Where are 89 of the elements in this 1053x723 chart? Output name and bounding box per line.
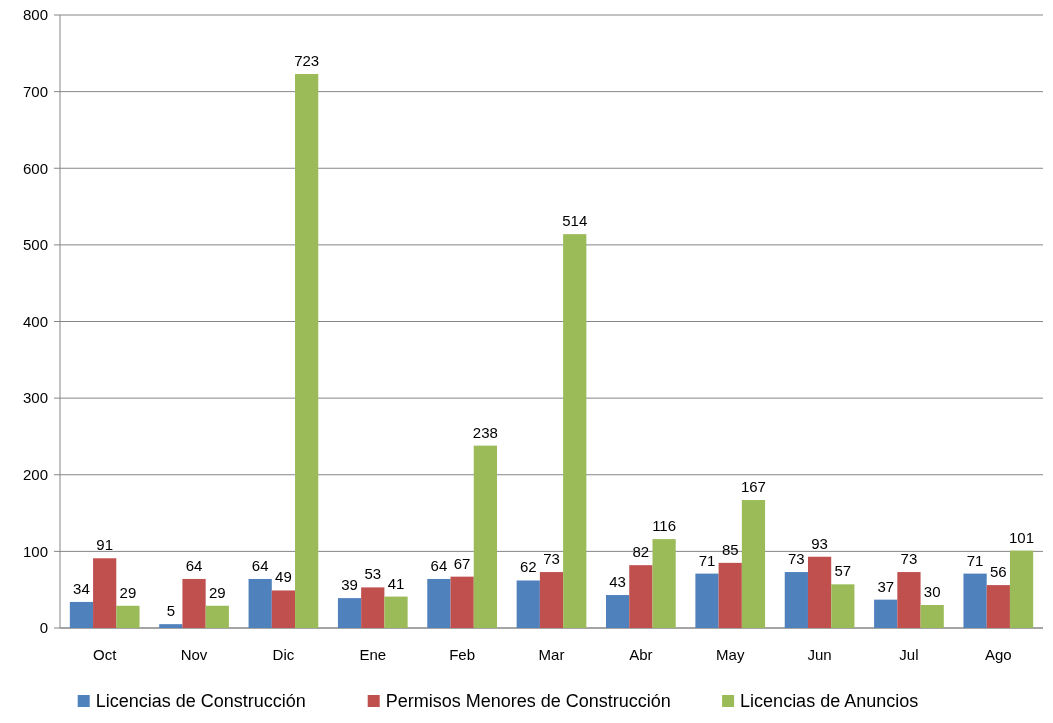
bar	[271, 590, 296, 628]
legend-label: Licencias de Anuncios	[740, 691, 919, 712]
bar	[93, 558, 117, 628]
data-label: 41	[387, 574, 405, 592]
data-label: 64	[251, 556, 269, 574]
y-tick-label: 400	[22, 312, 48, 330]
bar	[295, 74, 319, 628]
data-label: 5	[166, 602, 175, 620]
x-tick-label: Jun	[807, 646, 832, 663]
bar	[831, 584, 855, 628]
bar	[69, 601, 94, 628]
legend-label: Permisos Menores de Construcción	[385, 691, 671, 712]
data-label: 64	[185, 556, 203, 574]
bar	[807, 556, 832, 628]
y-tick-label: 0	[39, 619, 48, 637]
bar	[718, 562, 742, 628]
data-label: 64	[430, 556, 448, 574]
bar	[473, 445, 497, 628]
data-label: 62	[519, 558, 537, 576]
data-label: 56	[989, 563, 1007, 581]
x-tick-label: Nov	[180, 646, 208, 663]
x-tick-label: Mar	[538, 646, 565, 663]
data-label: 29	[208, 583, 226, 601]
bar	[337, 598, 362, 628]
data-label: 101	[1009, 528, 1035, 546]
data-label: 82	[632, 543, 650, 561]
bar	[1009, 550, 1034, 628]
x-tick-label: Jul	[899, 646, 919, 663]
data-label: 238	[472, 423, 498, 441]
data-label: 73	[543, 550, 560, 568]
data-label: 29	[119, 583, 137, 601]
data-label: 39	[341, 576, 358, 594]
data-label: 57	[834, 562, 852, 580]
x-tick-label: Feb	[449, 646, 476, 663]
bar	[897, 572, 921, 628]
data-label: 49	[275, 568, 292, 586]
data-label: 71	[698, 551, 716, 569]
bar	[629, 565, 653, 628]
bar	[361, 587, 385, 628]
data-label: 91	[96, 536, 114, 554]
y-tick-label: 600	[22, 159, 48, 177]
x-tick-label: Dic	[272, 646, 295, 663]
data-label: 34	[73, 579, 90, 597]
data-label: 73	[788, 550, 805, 568]
bar	[874, 599, 898, 628]
bar	[920, 605, 944, 628]
y-tick-label: 100	[22, 542, 48, 560]
bar	[516, 580, 540, 628]
bar	[963, 573, 987, 628]
data-label: 85	[721, 540, 739, 558]
data-label: 723	[294, 52, 320, 69]
data-label: 71	[966, 551, 984, 569]
bar	[116, 605, 140, 628]
data-label: 67	[453, 554, 471, 572]
bar	[159, 624, 183, 628]
data-label: 30	[923, 583, 941, 601]
y-tick-label: 800	[22, 6, 48, 24]
legend-label: Licencias de Construcción	[95, 691, 306, 712]
data-label: 116	[652, 517, 677, 535]
data-label: 73	[900, 550, 918, 568]
bar	[563, 234, 587, 628]
bar	[784, 572, 808, 628]
bar	[248, 578, 272, 628]
x-tick-label: Ago	[984, 646, 1012, 663]
x-tick-label: Oct	[93, 646, 118, 663]
x-tick-label: Ene	[359, 646, 387, 663]
x-tick-label: Abr	[629, 646, 653, 663]
bar	[986, 585, 1010, 628]
data-label: 167	[740, 478, 766, 496]
y-tick-label: 200	[22, 466, 48, 483]
bar	[741, 500, 766, 628]
y-tick-label: 300	[22, 389, 48, 407]
bar	[652, 539, 676, 628]
bar	[427, 578, 451, 628]
bar	[539, 572, 564, 628]
data-label: 514	[562, 212, 588, 230]
data-label: 37	[877, 577, 895, 595]
bar	[695, 573, 719, 628]
data-label: 43	[609, 573, 626, 591]
y-tick-label: 700	[22, 82, 48, 100]
bar	[606, 595, 630, 628]
x-tick-label: May	[716, 646, 745, 663]
data-label: 53	[364, 565, 382, 583]
bar	[182, 578, 206, 628]
y-tick-label: 500	[22, 236, 48, 254]
bar	[450, 576, 474, 628]
data-label: 93	[811, 534, 828, 552]
bar	[205, 605, 229, 628]
bar	[384, 596, 408, 628]
